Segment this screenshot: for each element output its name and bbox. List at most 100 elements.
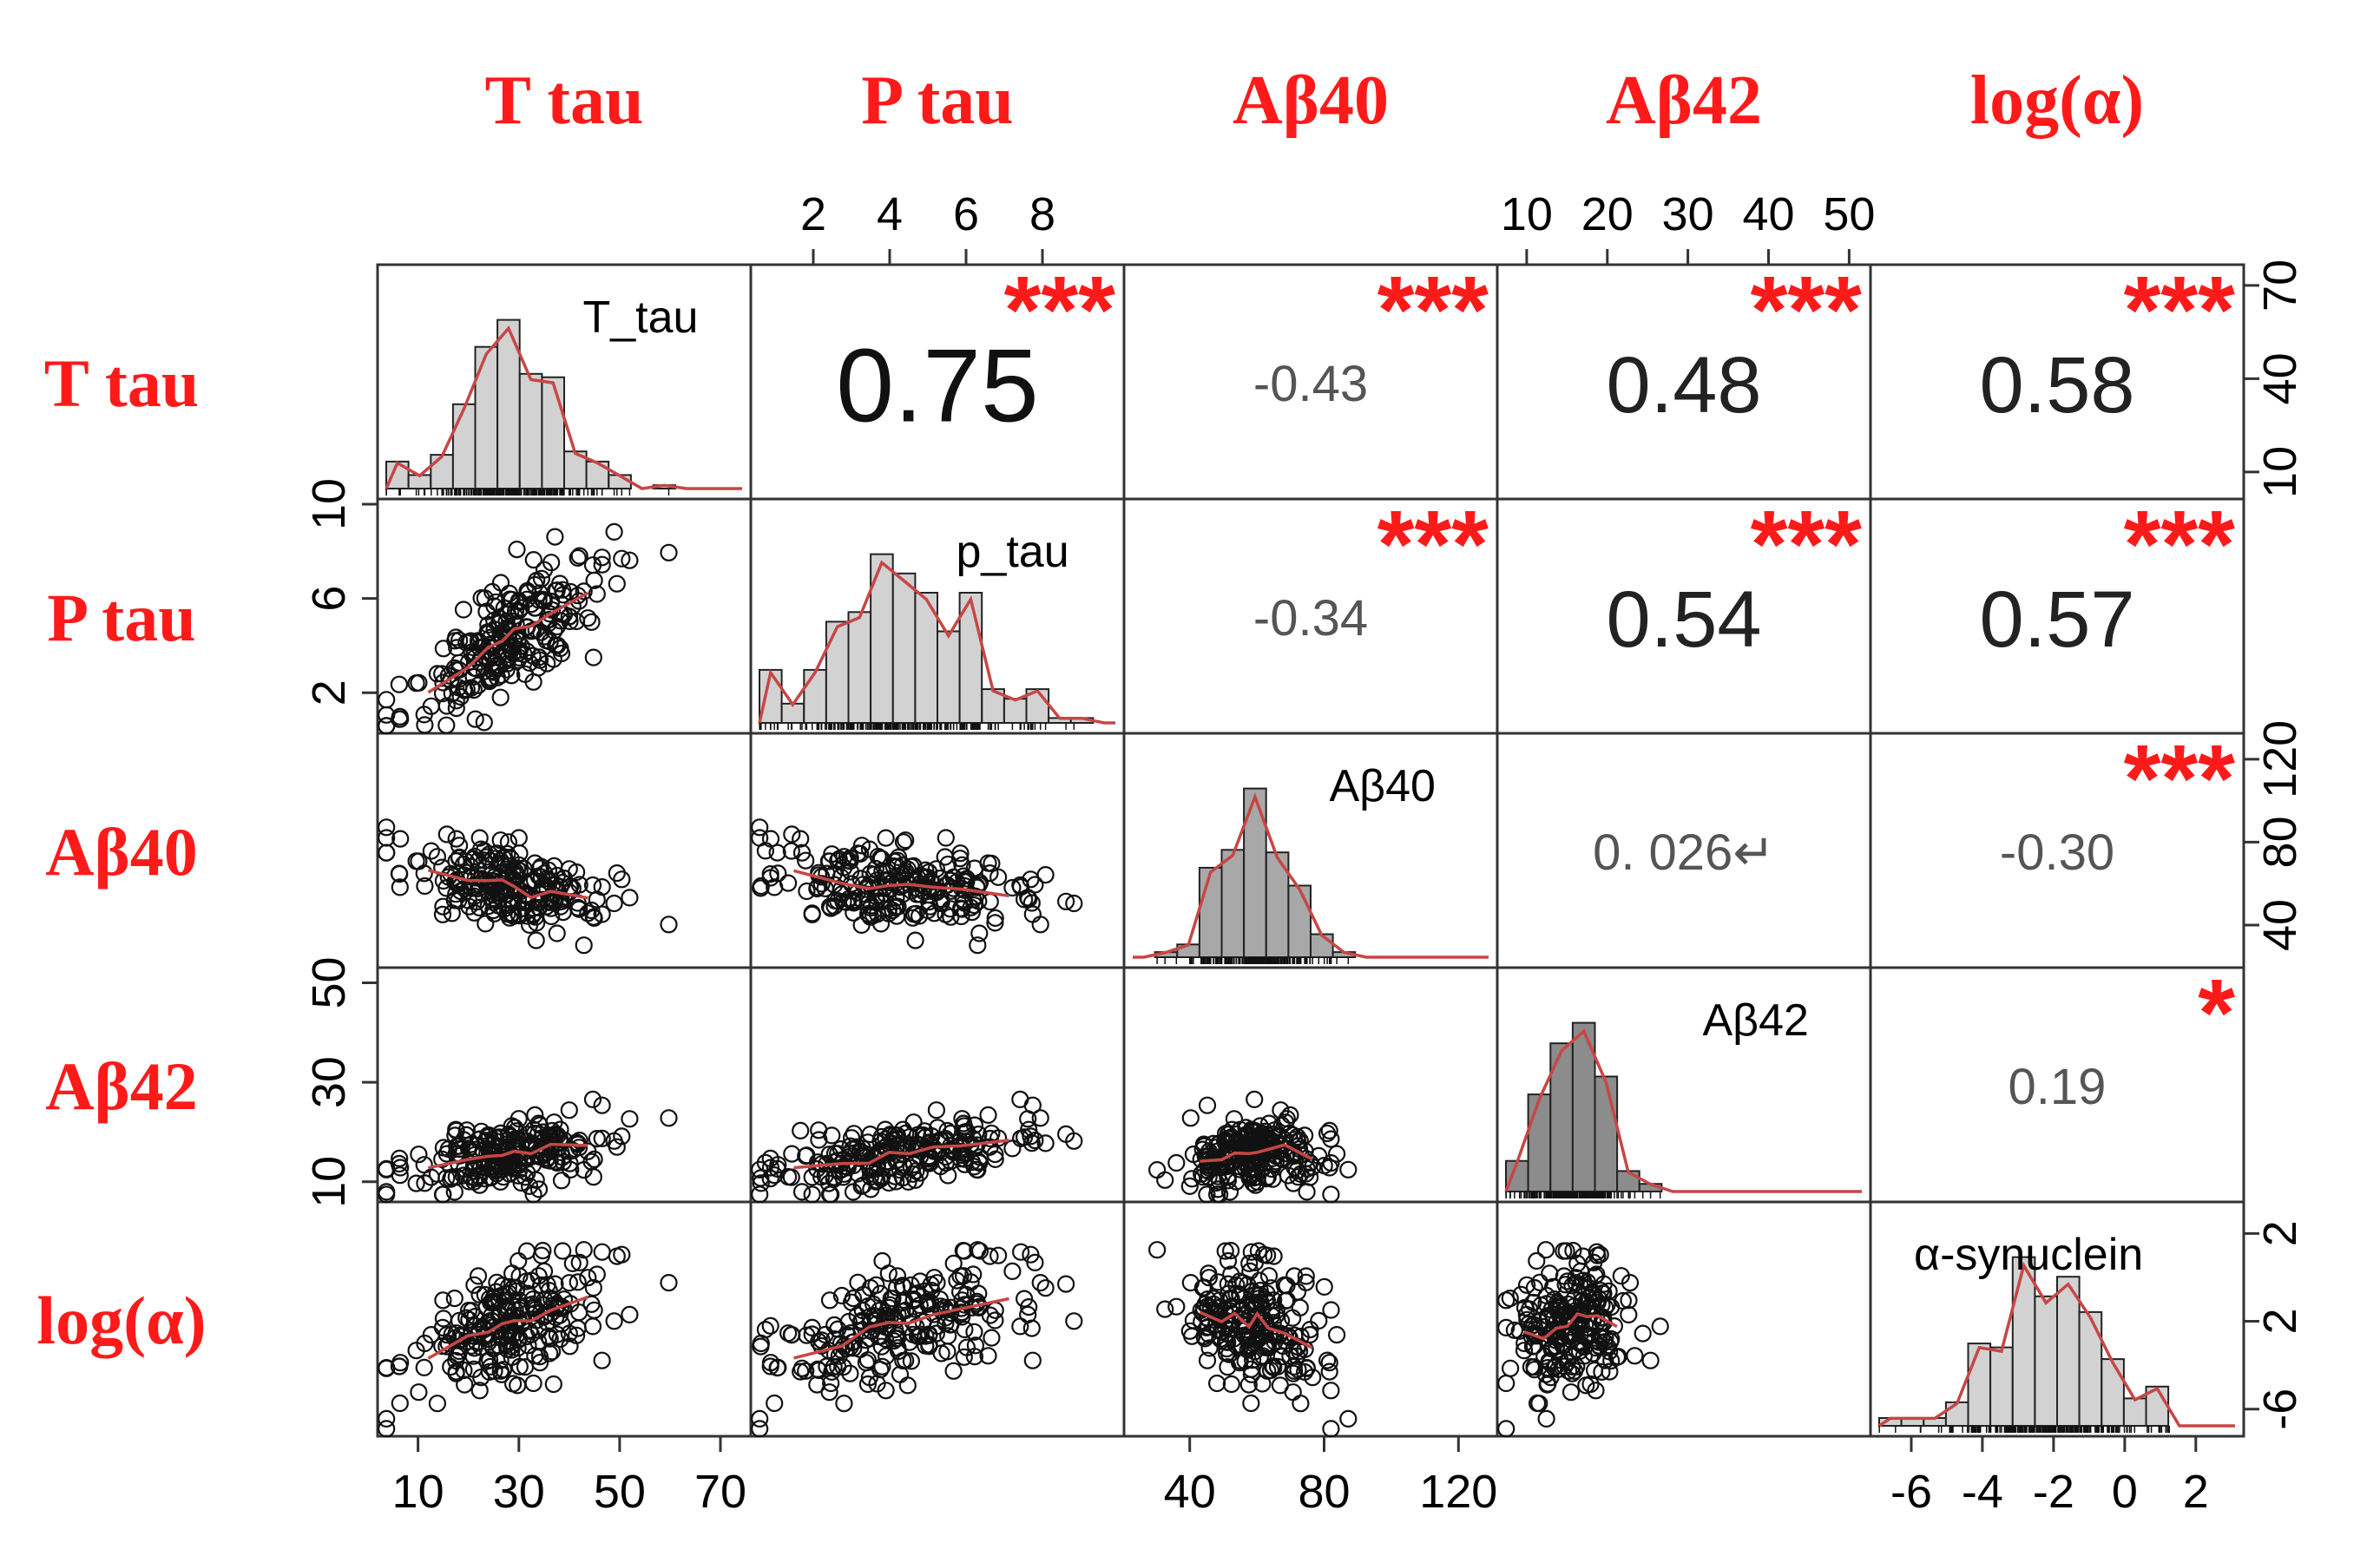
left-tick-label: 2 xyxy=(303,680,355,706)
correlation-value-r1-c4: 0.57 xyxy=(1979,575,2134,664)
scatter-point xyxy=(887,1172,905,1191)
scatter-point xyxy=(1259,1168,1277,1186)
scatter-point xyxy=(1339,1160,1358,1178)
scatter-point xyxy=(569,1273,587,1291)
scatter-point xyxy=(792,1362,810,1381)
scatter-point xyxy=(820,1185,839,1204)
scatter-point xyxy=(969,936,987,955)
scatter-panel-r3-c2 xyxy=(1147,1090,1358,1204)
scatter-point xyxy=(761,830,780,848)
histogram-bar xyxy=(2101,1358,2125,1427)
scatter-point xyxy=(1292,1395,1310,1413)
scatter-point xyxy=(1011,1317,1029,1336)
scatter-point xyxy=(1298,1359,1316,1377)
scatter-point xyxy=(820,1291,839,1310)
scatter-point xyxy=(433,905,452,923)
scatter-point xyxy=(1200,1339,1219,1357)
scatter-point xyxy=(768,844,786,862)
scatter-point xyxy=(378,818,396,837)
scatter-point xyxy=(551,1329,569,1349)
scatter-point xyxy=(472,840,490,858)
scatter-point xyxy=(951,899,970,917)
scatter-point xyxy=(968,1160,986,1179)
scatter-point xyxy=(570,547,588,565)
scatter-point xyxy=(1545,1358,1563,1377)
scatter-point xyxy=(1573,1336,1592,1355)
scatter-point xyxy=(894,1277,913,1297)
scatter-point xyxy=(428,1395,446,1413)
scatter-point xyxy=(416,876,434,896)
scatter-point xyxy=(447,830,465,848)
scatter-point xyxy=(861,908,879,926)
scatter-point xyxy=(1320,1362,1338,1381)
scatter-point xyxy=(1243,1295,1262,1313)
scatter-point xyxy=(917,1127,935,1146)
scatter-point xyxy=(925,904,943,922)
scatter-point xyxy=(499,628,517,647)
scatter-point xyxy=(970,1284,988,1303)
scatter-point xyxy=(761,1169,779,1188)
scatter-point xyxy=(986,909,1004,928)
scatter-point xyxy=(410,1383,428,1402)
scatter-point xyxy=(575,936,593,955)
scatter-point xyxy=(484,634,503,653)
scatter-point xyxy=(537,1305,556,1324)
scatter-point xyxy=(593,877,611,896)
scatter-point xyxy=(485,611,503,630)
scatter-point xyxy=(983,1329,1001,1347)
scatter-point xyxy=(460,1310,478,1329)
scatter-point xyxy=(1501,1359,1520,1377)
scatter-point xyxy=(407,674,425,693)
scatter-point xyxy=(798,1146,816,1165)
scatter-point xyxy=(457,1121,476,1139)
scatter-point xyxy=(953,1110,971,1128)
scatter-point xyxy=(391,1394,409,1413)
scatter-point xyxy=(608,574,626,593)
left-tick-label: 10 xyxy=(303,478,355,530)
scatter-point xyxy=(538,1313,556,1332)
scatter-point xyxy=(457,852,476,870)
scatter-point xyxy=(877,1382,895,1400)
scatter-point xyxy=(532,1276,550,1295)
scatter-point xyxy=(927,1101,946,1119)
scatter-point xyxy=(893,1303,911,1321)
scatter-point xyxy=(1567,1269,1585,1287)
histogram-label-3: Aβ42 xyxy=(1703,995,1809,1046)
scatter-point xyxy=(498,650,516,668)
scatter-point xyxy=(482,876,500,894)
scatter-point xyxy=(1243,1351,1262,1369)
top-tick-label: 20 xyxy=(1581,188,1634,240)
scatter-point xyxy=(523,1290,542,1309)
scatter-point xyxy=(851,1143,870,1161)
histogram-bar xyxy=(1198,866,1223,959)
scatter-point xyxy=(1210,1185,1229,1204)
scatter-point xyxy=(1593,1362,1611,1382)
fit-line xyxy=(1199,1310,1313,1349)
correlation-value-r2-c4: -0.30 xyxy=(2000,824,2114,881)
scatter-point xyxy=(1263,1303,1281,1321)
scatter-point xyxy=(1223,1120,1241,1139)
scatter-point xyxy=(1216,1242,1234,1260)
histogram-bar xyxy=(2034,1295,2058,1428)
scatter-point xyxy=(516,665,535,684)
scatter-point xyxy=(844,1183,863,1201)
scatter-point xyxy=(1198,1096,1217,1114)
scatter-point xyxy=(1542,1369,1560,1387)
scatter-point xyxy=(499,1303,517,1321)
scatter-point xyxy=(1198,1318,1216,1337)
scatter-point xyxy=(492,666,510,685)
scatter-point xyxy=(810,1121,828,1139)
scatter-point xyxy=(965,1323,983,1341)
right-tick-label: -6 xyxy=(2254,1389,2306,1430)
significance-stars-r3-c4: * xyxy=(2198,960,2235,1067)
scatter-point xyxy=(989,868,1008,886)
scatter-panel-r2-c0 xyxy=(378,818,678,955)
scatter-point xyxy=(593,1243,611,1261)
panel-layer xyxy=(362,249,2259,1452)
scatter-point xyxy=(1231,1285,1249,1303)
scatter-point xyxy=(810,1131,828,1149)
scatter-point xyxy=(1020,1120,1038,1139)
scatter-point xyxy=(463,1302,481,1320)
scatter-point xyxy=(1275,1276,1293,1295)
scatter-point xyxy=(460,633,478,651)
